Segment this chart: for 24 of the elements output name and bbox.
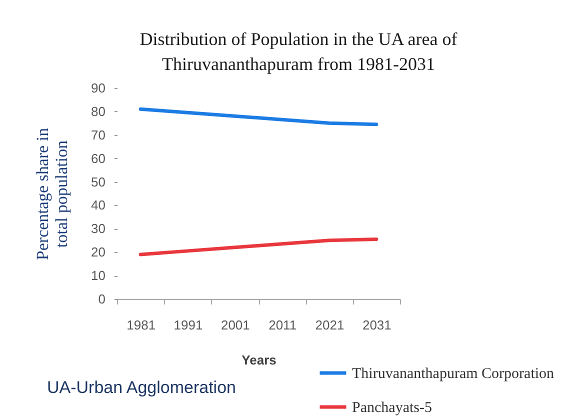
y-tick-label: 0 [98,292,106,306]
y-tick-label: 30 [91,221,106,236]
y-tick-label: 60 [91,150,106,166]
x-tick-label: 2021 [315,318,344,332]
y-tick-label: 80 [91,104,106,119]
chart-title: Distribution of Population in the UA area of Thiruvananthapuram from 1981-2031 [140,29,458,74]
y-axis-title: Percentage share in total population [33,127,72,260]
line-series [138,107,378,126]
text: UA-Urban Agglomeration [47,378,236,397]
x-tick-label: 1991 [174,318,203,332]
x-tick-label: 2001 [220,318,250,332]
y-tick-label: 20 [91,244,106,260]
legend-label: Thiruvananthapuram Corporation [352,366,555,382]
legend-label: Panchayats-5 [352,400,432,416]
y-tick-label: 70 [91,127,106,142]
y-tick-label: 40 [91,198,106,213]
x-tick-label: 1981 [126,318,156,332]
x-tick-label: 2011 [268,318,297,332]
y-tick-label: 90 [91,80,106,96]
y-tick-label: 10 [91,268,106,284]
x-axis-title: Years [242,352,276,368]
y-tick-label: 50 [91,174,106,190]
x-tick-label: 2031 [362,318,392,332]
line-series [138,237,378,256]
